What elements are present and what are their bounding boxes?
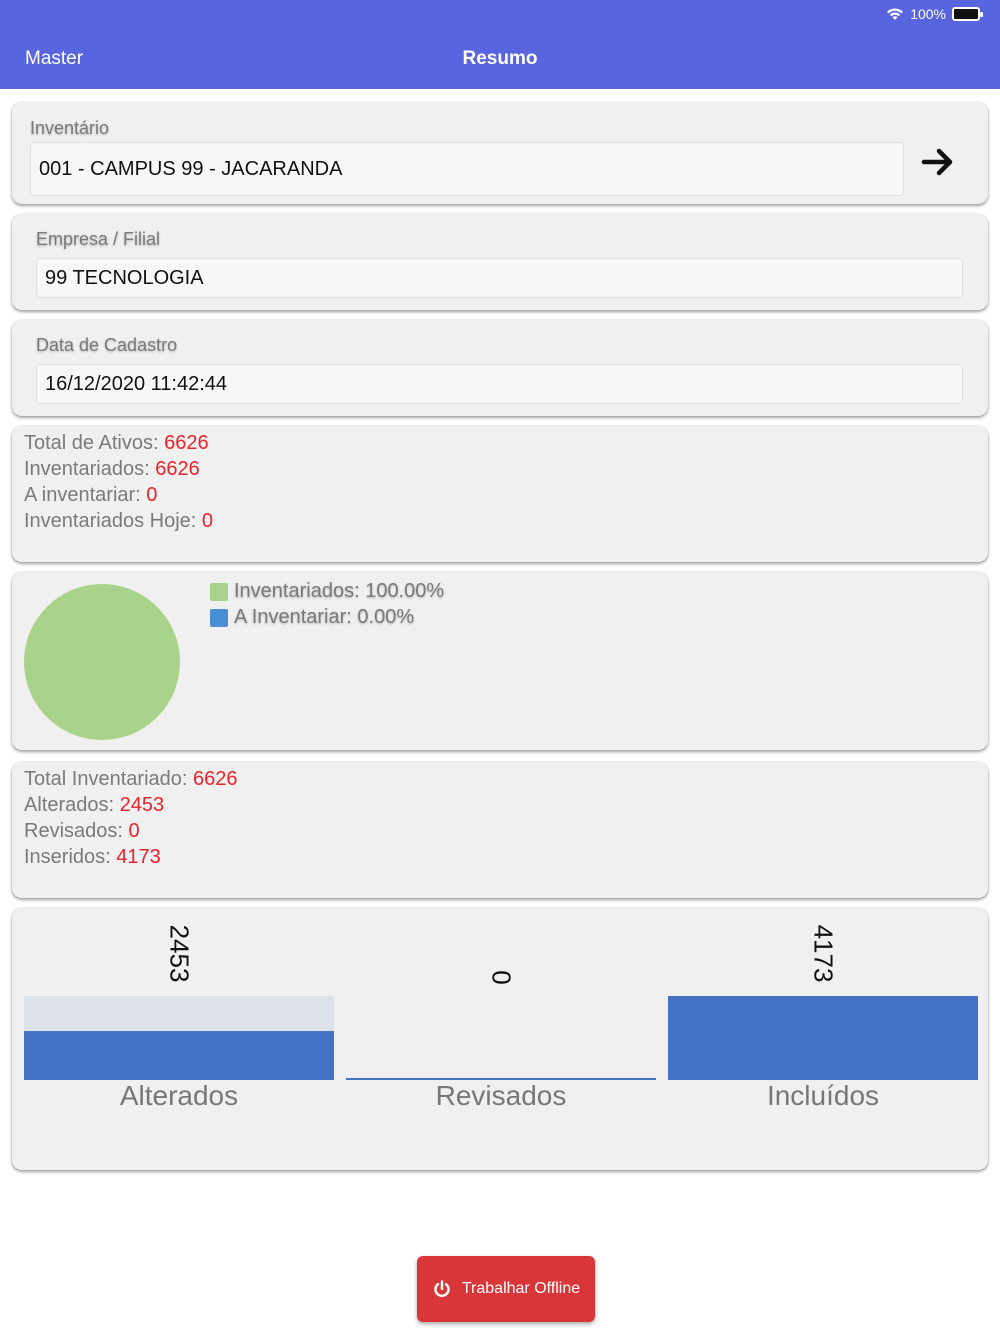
battery-icon (952, 7, 983, 21)
pie-chart-card: Inventariados: 100.00% A Inventariar: 0.… (12, 572, 988, 750)
resumo-stats-card: Total Inventariado: 6626 Alterados: 2453… (12, 762, 988, 898)
alterados-value: 2453 (119, 794, 165, 816)
trabalhar-offline-button[interactable]: Trabalhar Offline (417, 1256, 595, 1322)
legend-swatch-a-inventariar (210, 608, 228, 627)
battery-percent: 100% (910, 6, 946, 22)
bar-revisados (346, 1078, 656, 1080)
status-bar: 100% (886, 6, 983, 22)
alterados-label: Alterados: (24, 794, 120, 816)
bar-category-label-revisados: Revisados (435, 1080, 567, 1111)
a-inventariar-label: A inventariar: (24, 484, 147, 506)
data-cadastro-field[interactable]: 16/12/2020 11:42:44 (36, 364, 963, 404)
total-inventariado-label: Total Inventariado: (24, 768, 193, 790)
revisados-line: Revisados: 0 (24, 820, 140, 843)
inventariados-value: 6626 (155, 458, 200, 480)
total-ativos-line: Total de Ativos: 6626 (24, 432, 209, 455)
a-inventariar-line: A inventariar: 0 (24, 484, 157, 507)
bar-value-label-incluidos: 4173 (808, 924, 839, 983)
revisados-value: 0 (128, 820, 140, 842)
power-icon (434, 1280, 450, 1298)
bar-alterados (24, 1031, 334, 1080)
total-inventariado-value: 6626 (193, 768, 238, 790)
a-inventariar-value: 0 (146, 484, 158, 506)
alterados-line: Alterados: 2453 (24, 794, 164, 817)
top-bar: 100% Master Resumo (0, 0, 1000, 89)
empresa-label: Empresa / Filial (36, 229, 161, 249)
inseridos-label: Inseridos: (24, 846, 117, 868)
legend-inventariados: Inventariados: 100.00% (210, 580, 444, 603)
back-button[interactable]: Master (25, 48, 84, 69)
inventariados-hoje-line: Inventariados Hoje: 0 (24, 510, 213, 533)
inventariados-hoje-label: Inventariados Hoje: (24, 510, 202, 532)
bar-category-label-incluidos: Incluídos (766, 1080, 880, 1111)
pie-chart (24, 584, 180, 740)
bar-incluidos (668, 996, 978, 1080)
inventario-card: Inventário 001 - CAMPUS 99 - JACARANDA (12, 102, 988, 204)
total-ativos-label: Total de Ativos: (24, 432, 165, 454)
trabalhar-offline-label: Trabalhar Offline (461, 1280, 581, 1297)
wifi-icon (887, 8, 904, 20)
inventariados-hoje-value: 0 (201, 510, 214, 532)
arrow-right-icon[interactable] (918, 142, 958, 182)
page-title: Resumo (462, 48, 538, 69)
data-cadastro-label: Data de Cadastro (36, 335, 178, 355)
inventariados-label: Inventariados: (24, 458, 156, 480)
bar-value-label-alterados: 2453 (164, 924, 195, 983)
empresa-card: Empresa / Filial 99 TECNOLOGIA (12, 214, 988, 310)
inseridos-line: Inseridos: 4173 (24, 846, 161, 869)
legend-a-inventariar-label: A Inventariar: 0.00% (234, 606, 415, 628)
ativos-stats-card: Total de Ativos: 6626 Inventariados: 662… (12, 426, 988, 562)
inventario-field[interactable]: 001 - CAMPUS 99 - JACARANDA (30, 142, 904, 196)
total-inventariado-line: Total Inventariado: 6626 (24, 768, 238, 791)
empresa-field[interactable]: 99 TECNOLOGIA (36, 258, 963, 298)
revisados-label: Revisados: (24, 820, 129, 842)
total-ativos-value: 6626 (164, 432, 209, 454)
legend-a-inventariar: A Inventariar: 0.00% (210, 606, 414, 629)
bar-category-label-alterados: Alterados (119, 1080, 239, 1111)
legend-swatch-inventariados (210, 582, 228, 601)
bar-chart-card: 2453 Alterados 0 Revisados 4173 Incluídos (12, 908, 988, 1170)
inventario-label: Inventário (30, 118, 110, 138)
inseridos-value: 4173 (116, 846, 161, 868)
data-cadastro-card: Data de Cadastro 16/12/2020 11:42:44 (12, 320, 988, 416)
inventariados-line: Inventariados: 6626 (24, 458, 200, 481)
legend-inventariados-label: Inventariados: 100.00% (234, 580, 445, 602)
bar-value-label-revisados: 0 (486, 970, 517, 985)
